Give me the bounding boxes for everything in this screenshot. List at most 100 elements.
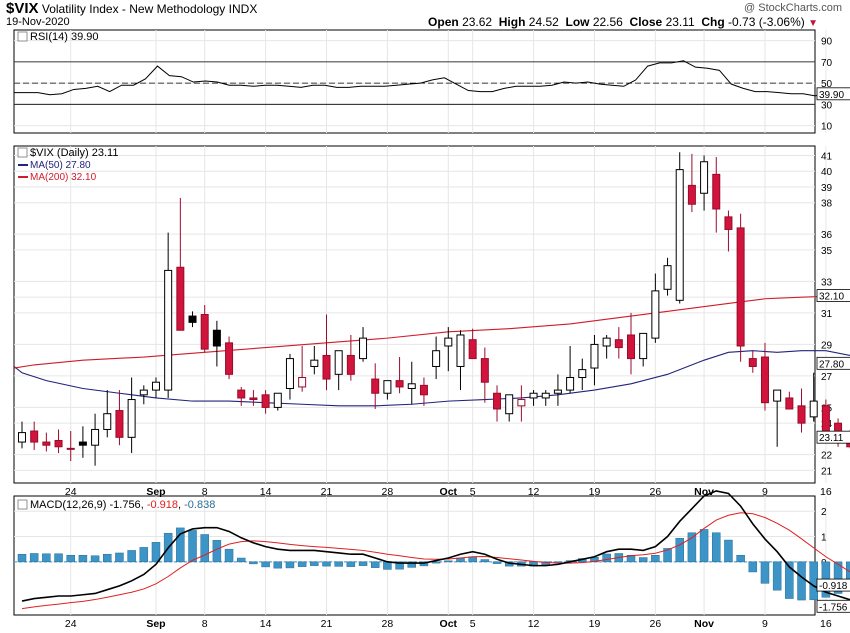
- macd-histogram-bar: [346, 561, 356, 567]
- x-tick-label: 16: [820, 618, 832, 630]
- macd-histogram-bar: [724, 539, 733, 563]
- close-value: 23.11: [665, 15, 695, 29]
- x-tick-label: 9: [762, 486, 768, 498]
- macd-legend: MACD(12,26,9) -1.756, -0.918, -0.838: [30, 499, 215, 511]
- chg-value: -0.73 (-3.06%): [728, 15, 805, 29]
- candle: [578, 369, 587, 378]
- candle: [760, 356, 769, 404]
- price-tick-label: 21: [821, 466, 833, 477]
- price-panel-frame: [13, 145, 816, 484]
- rsi-last-value-box: [816, 87, 850, 101]
- macd-histogram-bar: [310, 561, 319, 566]
- x-tick-label: 26: [650, 486, 662, 498]
- high-label: High: [498, 15, 526, 29]
- x-tick-label: 19: [589, 618, 601, 630]
- macd-histogram-bar: [712, 532, 721, 563]
- ma200-line: [13, 295, 850, 369]
- macd-histogram-bar: [602, 553, 611, 563]
- macd-histogram-bar: [444, 560, 453, 563]
- macd-histogram-bar: [626, 554, 636, 563]
- rsi-tick-label: 90: [821, 37, 833, 48]
- price-tick-label: 31: [821, 309, 833, 320]
- macd-histogram-bar: [797, 561, 806, 601]
- candle: [468, 339, 477, 360]
- macd-histogram-bar: [334, 561, 343, 567]
- candle: [480, 358, 489, 383]
- macd-histogram-bar: [261, 561, 270, 568]
- candle: [541, 392, 550, 399]
- macd-legend-part: ,: [178, 499, 184, 511]
- candle: [797, 405, 806, 424]
- macd-histogram-bar: [54, 553, 63, 563]
- macd-histogram-bar: [115, 552, 124, 563]
- macd-tick-label: 2: [821, 507, 827, 518]
- candle: [164, 269, 173, 391]
- macd-last-value-box: [816, 599, 850, 613]
- x-tick-label: 12: [528, 486, 540, 498]
- price-tick-label: 41: [821, 151, 833, 162]
- macd-histogram-bar: [78, 554, 88, 563]
- x-tick-label: 24: [65, 486, 77, 498]
- macd-histogram-bar: [736, 554, 745, 563]
- macd-histogram-bar: [407, 561, 417, 568]
- macd-legend-part: ,: [141, 499, 147, 511]
- macd-signal-last-value-box: [816, 578, 850, 592]
- macd-legend-icon: [17, 499, 28, 510]
- x-tick-label: 28: [382, 618, 394, 630]
- price-tick-label: 22: [821, 451, 833, 462]
- candle: [212, 329, 221, 347]
- candle: [627, 334, 635, 360]
- macd-legend-part: -0.918: [147, 499, 178, 511]
- rsi-tick-label: 50: [821, 79, 833, 90]
- candle: [517, 399, 526, 407]
- chart-header: $VIX Volatility Index - New Methodology …: [6, 0, 257, 17]
- x-tick-label: 12: [528, 618, 540, 630]
- macd-histogram-bar: [212, 540, 222, 563]
- macd-histogram-bar: [90, 555, 100, 563]
- macd-histogram-bar: [322, 561, 331, 567]
- open-value: 23.62: [462, 15, 493, 29]
- price-last-value: 23.11: [819, 433, 844, 444]
- candle: [736, 227, 745, 347]
- x-tick-label: 26: [650, 618, 662, 630]
- macd-legend-part: -0.838: [184, 499, 215, 511]
- macd-histogram-bar: [809, 561, 818, 601]
- candle: [493, 392, 502, 410]
- macd-histogram-bar: [103, 553, 112, 563]
- x-tick-label: Oct: [440, 618, 458, 630]
- macd-histogram-bar: [188, 530, 197, 563]
- ma50-last-value: 27.80: [819, 359, 844, 370]
- candle: [322, 354, 331, 380]
- price-tick-label: 29: [821, 340, 833, 351]
- candle: [115, 410, 124, 438]
- ma200-legend: MA(200) 32.10: [30, 172, 97, 183]
- macd-histogram-bar: [370, 561, 380, 568]
- candle: [151, 381, 160, 391]
- candle: [419, 384, 428, 396]
- candle: [285, 358, 294, 390]
- low-value: 22.56: [592, 15, 623, 29]
- macd-histogram-bar: [772, 561, 782, 591]
- macd-panel-frame: [13, 495, 816, 616]
- candle: [444, 337, 453, 347]
- macd-histogram-bar: [139, 547, 149, 563]
- candle: [821, 405, 830, 435]
- x-tick-label: Sep: [146, 618, 165, 630]
- candle: [748, 358, 757, 367]
- macd-signal-line: [21, 512, 850, 610]
- macd-histogram-bar: [200, 534, 209, 563]
- candle: [298, 376, 307, 388]
- macd-line: [21, 490, 850, 602]
- low-label: Low: [565, 15, 590, 29]
- candle: [225, 342, 234, 375]
- macd-histogram-bar: [224, 548, 234, 563]
- rsi-tick-label: 70: [821, 58, 833, 69]
- x-tick-label: Nov: [694, 486, 714, 498]
- macd-histogram-bar: [383, 561, 392, 570]
- symbol-label: $VIX: [6, 0, 39, 17]
- candle: [639, 332, 648, 360]
- rsi-tick-label: 10: [821, 122, 833, 133]
- macd-tick-label: 1: [821, 533, 827, 544]
- exchange-label: INDX: [228, 2, 258, 16]
